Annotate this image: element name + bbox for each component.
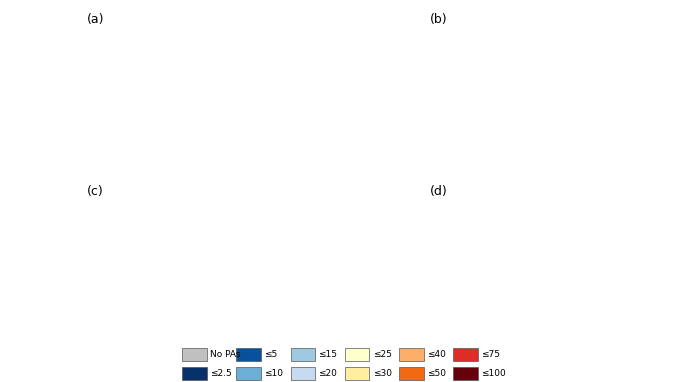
FancyBboxPatch shape <box>399 367 423 380</box>
FancyBboxPatch shape <box>237 348 260 361</box>
Text: ≤100: ≤100 <box>482 369 506 378</box>
Text: (a): (a) <box>88 13 105 26</box>
Text: ≤50: ≤50 <box>427 369 446 378</box>
FancyBboxPatch shape <box>399 348 423 361</box>
Text: ≤20: ≤20 <box>318 369 337 378</box>
FancyBboxPatch shape <box>290 367 315 380</box>
Text: ≤10: ≤10 <box>265 369 284 378</box>
Text: ≤25: ≤25 <box>372 350 391 359</box>
Text: ≤30: ≤30 <box>372 369 392 378</box>
FancyBboxPatch shape <box>454 348 477 361</box>
Text: (d): (d) <box>430 185 448 198</box>
Text: ≤5: ≤5 <box>265 350 277 359</box>
Text: (c): (c) <box>88 185 104 198</box>
FancyBboxPatch shape <box>454 367 477 380</box>
FancyBboxPatch shape <box>290 348 315 361</box>
FancyBboxPatch shape <box>344 348 370 361</box>
FancyBboxPatch shape <box>182 367 206 380</box>
Text: ≤40: ≤40 <box>427 350 446 359</box>
Text: ≤75: ≤75 <box>482 350 500 359</box>
FancyBboxPatch shape <box>344 367 370 380</box>
FancyBboxPatch shape <box>237 367 260 380</box>
FancyBboxPatch shape <box>182 348 206 361</box>
Text: ≤15: ≤15 <box>318 350 337 359</box>
Text: No PAs: No PAs <box>210 350 241 359</box>
Text: (b): (b) <box>430 13 448 26</box>
Text: ≤2.5: ≤2.5 <box>210 369 232 378</box>
